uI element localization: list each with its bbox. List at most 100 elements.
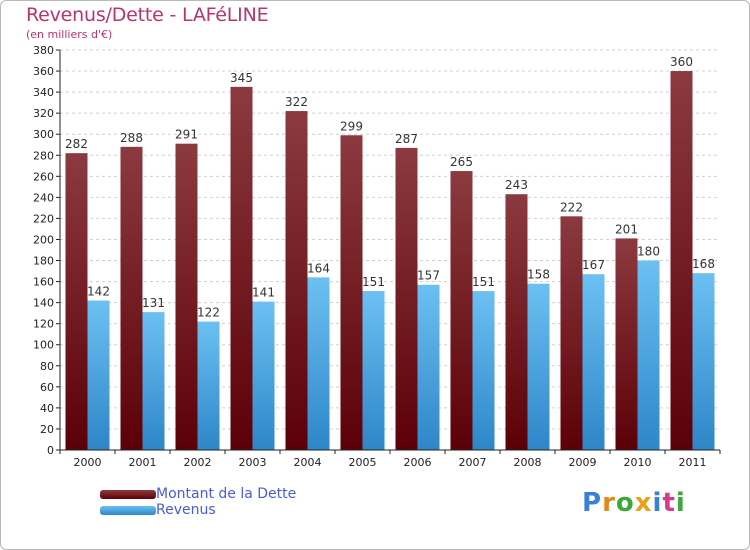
bar-debt (230, 86, 253, 450)
legend-label-revenue: Revenus (156, 502, 216, 518)
value-label-revenue: 141 (252, 286, 275, 300)
y-tick-label: 320 (33, 107, 54, 120)
value-label-debt: 201 (615, 222, 638, 236)
legend-label-debt: Montant de la Dette (156, 486, 297, 502)
bar-debt (670, 71, 693, 450)
logo-letter: i (675, 488, 686, 518)
logo-letter: P (582, 488, 603, 518)
y-tick-label: 40 (40, 402, 54, 415)
value-label-debt: 222 (560, 200, 583, 214)
y-tick-label: 20 (40, 423, 54, 436)
bar-revenue (472, 291, 495, 450)
x-tick-label: 2002 (184, 456, 212, 469)
value-label-revenue: 158 (527, 268, 550, 282)
value-label-debt: 299 (340, 119, 363, 133)
value-label-revenue: 167 (582, 258, 605, 272)
bar-revenue (197, 321, 220, 450)
legend: Montant de la Dette Revenus (100, 486, 296, 518)
value-label-revenue: 151 (362, 275, 385, 289)
y-tick-label: 140 (33, 297, 54, 310)
bar-revenue (142, 312, 165, 450)
x-tick-label: 2004 (294, 456, 322, 469)
x-tick-label: 2010 (624, 456, 652, 469)
value-label-debt: 360 (670, 55, 693, 69)
grid-lines (60, 49, 720, 430)
y-tick-label: 160 (33, 276, 54, 289)
bar-debt (505, 194, 528, 450)
y-tick-label: 360 (33, 65, 54, 78)
legend-item-debt: Montant de la Dette (100, 486, 296, 502)
logo-letter: r (602, 488, 616, 518)
value-label-revenue: 142 (87, 285, 110, 299)
bar-debt (340, 135, 363, 450)
x-tick-label: 2001 (129, 456, 157, 469)
legend-swatch-revenue (100, 505, 156, 515)
x-tick-label: 2006 (404, 456, 432, 469)
bar-revenue (637, 260, 660, 450)
x-tick-label: 2011 (679, 456, 707, 469)
legend-swatch-debt (100, 489, 156, 499)
proxiti-logo: Proxiti (582, 488, 686, 518)
y-tick-label: 280 (33, 149, 54, 162)
bar-revenue (527, 283, 550, 450)
legend-item-revenue: Revenus (100, 502, 296, 518)
value-label-debt: 287 (395, 132, 418, 146)
y-tick-label: 80 (40, 360, 54, 373)
y-tick-label: 240 (33, 191, 54, 204)
bar-revenue (307, 277, 330, 450)
y-tick-label: 260 (33, 170, 54, 183)
x-tick-label: 2008 (514, 456, 542, 469)
logo-letter: o (615, 488, 635, 518)
chart-subtitle: (en milliers d'€) (26, 28, 113, 41)
y-tick-label: 180 (33, 255, 54, 268)
y-tick-label: 0 (47, 444, 54, 457)
value-label-revenue: 164 (307, 261, 330, 275)
y-tick-label: 100 (33, 339, 54, 352)
bars: 282 142 288 131 291 122 345 141 322 164 299 151 287 1… (65, 55, 715, 451)
bar-revenue (417, 284, 440, 450)
value-label-debt: 243 (505, 178, 528, 192)
x-tick-label: 2005 (349, 456, 377, 469)
logo-letter: i (652, 488, 663, 518)
value-label-debt: 265 (450, 155, 473, 169)
bar-revenue (362, 291, 385, 450)
value-label-revenue: 180 (637, 245, 660, 259)
axes: 0 20 40 60 80 100 120 140 160 180 200 220 240 260 280 3… (33, 44, 721, 469)
y-tick-label: 300 (33, 128, 54, 141)
bar-revenue (87, 300, 110, 450)
x-tick-label: 2007 (459, 456, 487, 469)
value-label-debt: 345 (230, 71, 253, 85)
bar-debt (560, 216, 583, 450)
bar-debt (395, 147, 418, 451)
logo-letter: x (634, 488, 653, 518)
y-tick-label: 120 (33, 318, 54, 331)
bar-debt (120, 146, 143, 450)
bar-revenue (692, 273, 715, 450)
bar-debt (65, 153, 88, 450)
bar-debt (285, 111, 308, 450)
y-tick-label: 380 (33, 44, 54, 57)
bar-debt (615, 238, 638, 450)
value-label-revenue: 168 (692, 257, 715, 271)
x-tick-label: 2009 (569, 456, 597, 469)
value-label-revenue: 131 (142, 296, 165, 310)
y-tick-label: 60 (40, 381, 54, 394)
y-tick-label: 200 (33, 233, 54, 246)
x-tick-label: 2003 (239, 456, 267, 469)
bar-debt (175, 143, 198, 450)
value-label-revenue: 151 (472, 275, 495, 289)
value-label-revenue: 122 (197, 306, 220, 320)
bar-debt (450, 171, 473, 451)
value-label-debt: 322 (285, 95, 308, 109)
value-label-debt: 291 (175, 128, 198, 142)
chart-title: Revenus/Dette - LAFéLINE (26, 4, 269, 26)
bar-revenue (582, 274, 605, 450)
bar-revenue (252, 301, 275, 450)
logo-letter: t (662, 488, 676, 518)
value-label-debt: 282 (65, 137, 88, 151)
y-tick-label: 220 (33, 212, 54, 225)
value-label-revenue: 157 (417, 269, 440, 283)
y-tick-label: 340 (33, 86, 54, 99)
x-tick-label: 2000 (74, 456, 102, 469)
